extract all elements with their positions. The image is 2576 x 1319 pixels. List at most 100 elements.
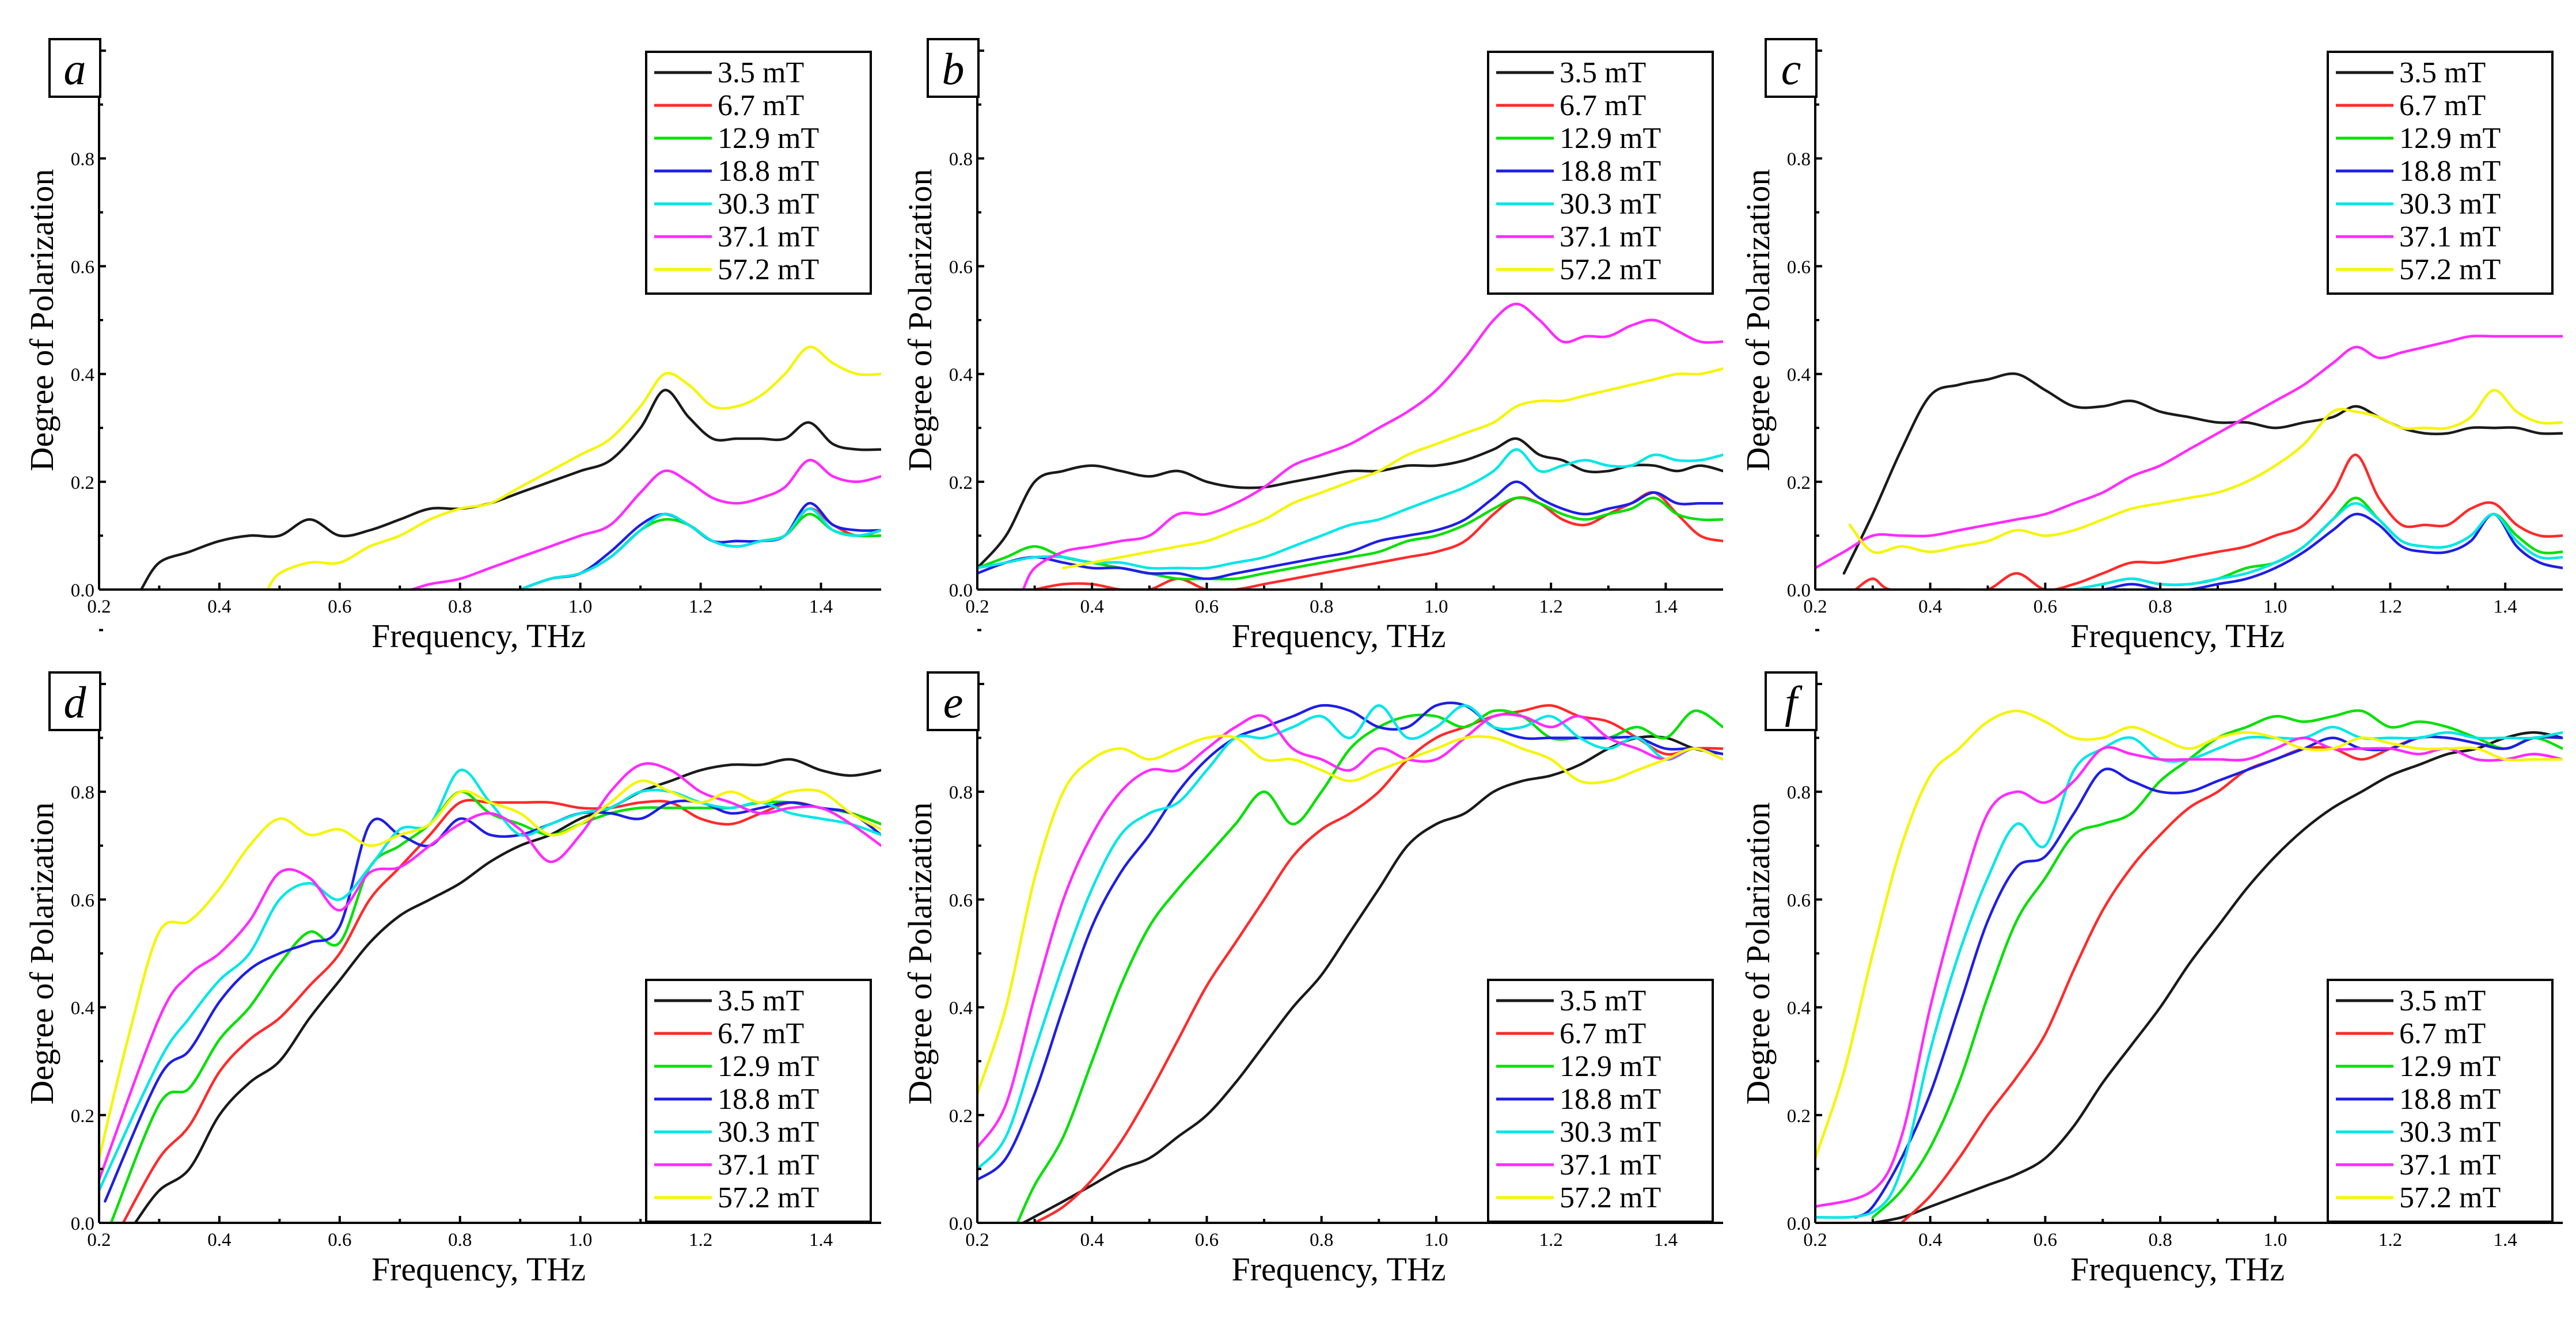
y-axis-label: Degree of Polarization — [1739, 802, 1777, 1104]
x-tick-label: 0.4 — [1918, 596, 1942, 617]
legend-label: 18.8 mT — [2399, 1083, 2501, 1116]
panel-letter-box — [927, 671, 980, 731]
legend-label: 3.5 mT — [718, 985, 804, 1017]
legend-label: 37.1 mT — [718, 221, 819, 253]
x-tick-label: 1.4 — [2494, 1230, 2517, 1250]
y-tick-label: 0.2 — [949, 1106, 973, 1127]
y-tick-label: 0.0 — [949, 1214, 973, 1234]
x-tick-label: 1.2 — [1539, 596, 1563, 617]
series-line-30-3-mt — [977, 448, 1723, 570]
y-tick-label: 0.2 — [1787, 1106, 1811, 1127]
legend-label: 57.2 mT — [718, 253, 819, 286]
x-tick-label: 1.4 — [809, 596, 833, 617]
x-tick-label: 0.8 — [1310, 1230, 1333, 1250]
x-tick-label: 1.0 — [568, 596, 592, 617]
x-tick-label: 0.4 — [207, 1230, 231, 1250]
legend-box — [2327, 979, 2554, 1223]
x-tick-label: 1.2 — [2378, 1230, 2402, 1250]
x-axis-label: Frequency, THz — [2070, 1250, 2285, 1288]
series-group — [139, 345, 881, 590]
series-line-30-3-mt — [518, 507, 881, 590]
x-tick-label: 0.6 — [328, 596, 351, 617]
panel-letter-box — [48, 671, 101, 731]
y-tick-label: 0.4 — [71, 998, 94, 1019]
legend-label: 3.5 mT — [2399, 985, 2486, 1017]
legend-box — [645, 979, 872, 1223]
y-tick-label: 0.4 — [949, 998, 973, 1019]
x-tick-label: 0.4 — [207, 596, 231, 617]
series-line-18-8-mt — [2073, 512, 2563, 590]
panel-b: 0.00.20.40.60.81.00.20.40.60.81.01.21.4F… — [901, 38, 1723, 655]
legend-label: 6.7 mT — [1560, 89, 1646, 122]
panel-c: 0.00.20.40.60.81.00.20.40.60.81.01.21.4F… — [1739, 38, 2563, 655]
legend-label: 57.2 mT — [718, 1181, 819, 1214]
series-line-57-2-mt — [266, 345, 881, 590]
y-tick-label: 0.6 — [71, 890, 94, 911]
x-tick-label: 1.0 — [1424, 596, 1448, 617]
x-tick-label: 1.4 — [1654, 1230, 1678, 1250]
series-line-18-8-mt — [518, 501, 881, 590]
series-group — [1815, 334, 2563, 590]
panel-e: 0.00.20.40.60.81.00.20.40.60.81.01.21.4F… — [901, 629, 1723, 1288]
x-tick-label: 1.4 — [1654, 596, 1678, 617]
panel-letter: a — [64, 44, 86, 94]
legend-label: 30.3 mT — [2399, 1116, 2501, 1149]
legend-box — [1487, 979, 1714, 1223]
series-line-57-2-mt — [1815, 709, 2563, 1160]
series-line-57-2-mt — [977, 734, 1723, 1095]
y-axis-label: Degree of Polarization — [901, 802, 939, 1104]
y-tick-label: 0.4 — [1787, 998, 1811, 1019]
y-tick-label: 0.8 — [1787, 782, 1811, 803]
legend-label: 12.9 mT — [1560, 1050, 1661, 1083]
legend-label: 6.7 mT — [2399, 89, 2486, 122]
legend-label: 37.1 mT — [718, 1149, 819, 1181]
y-axis-label: Degree of Polarization — [901, 169, 939, 471]
y-tick-label: 0.8 — [71, 149, 94, 170]
panel-d: 0.00.20.40.60.81.00.20.40.60.81.01.21.4F… — [23, 629, 881, 1288]
x-tick-label: 0.2 — [1803, 1230, 1827, 1250]
legend-label: 18.8 mT — [718, 1083, 819, 1116]
y-tick-label: 0.6 — [949, 890, 973, 911]
y-tick-label: 0.2 — [1787, 473, 1811, 493]
series-line-3-5-mt — [1842, 372, 2563, 575]
legend-label: 30.3 mT — [718, 188, 819, 221]
series-line-6-7-mt — [1033, 491, 1723, 590]
panel-letter-box — [927, 38, 980, 98]
y-tick-label: 0.0 — [1787, 580, 1811, 601]
x-tick-label: 1.2 — [689, 1230, 712, 1250]
panel-letter-box — [1765, 671, 1818, 731]
legend-label: 57.2 mT — [1560, 253, 1661, 286]
legend-label: 18.8 mT — [1560, 1083, 1661, 1116]
legend-label: 3.5 mT — [1560, 56, 1646, 89]
legend-label: 57.2 mT — [2399, 253, 2501, 286]
x-axis-label: Frequency, THz — [371, 617, 586, 655]
series-line-30-3-mt — [2073, 501, 2563, 590]
x-tick-label: 0.6 — [1195, 596, 1219, 617]
y-tick-label: 0.6 — [1787, 257, 1811, 278]
series-line-12-9-mt — [977, 496, 1723, 581]
y-axis-label: Degree of Polarization — [23, 169, 60, 471]
legend-label: 3.5 mT — [718, 56, 804, 89]
panel-letter: c — [1781, 44, 1801, 94]
x-axis-label: Frequency, THz — [371, 1250, 586, 1288]
y-tick-label: 0.8 — [71, 782, 94, 803]
x-tick-label: 1.2 — [689, 596, 712, 617]
series-line-57-2-mt — [99, 779, 881, 1160]
x-tick-label: 0.8 — [2148, 596, 2172, 617]
x-tick-label: 1.4 — [809, 1230, 833, 1250]
x-tick-label: 0.2 — [87, 596, 111, 617]
legend-label: 12.9 mT — [718, 1050, 819, 1083]
x-tick-label: 1.0 — [2263, 1230, 2287, 1250]
series-line-6-7-mt — [1033, 704, 1723, 1223]
legend-label: 18.8 mT — [2399, 155, 2501, 188]
series-group — [977, 302, 1723, 590]
series-line-3-5-mt — [139, 389, 881, 590]
x-axis-label: Frequency, THz — [2070, 617, 2285, 655]
x-tick-label: 0.8 — [448, 1230, 472, 1250]
series-line-3-5-mt — [1871, 731, 2563, 1223]
